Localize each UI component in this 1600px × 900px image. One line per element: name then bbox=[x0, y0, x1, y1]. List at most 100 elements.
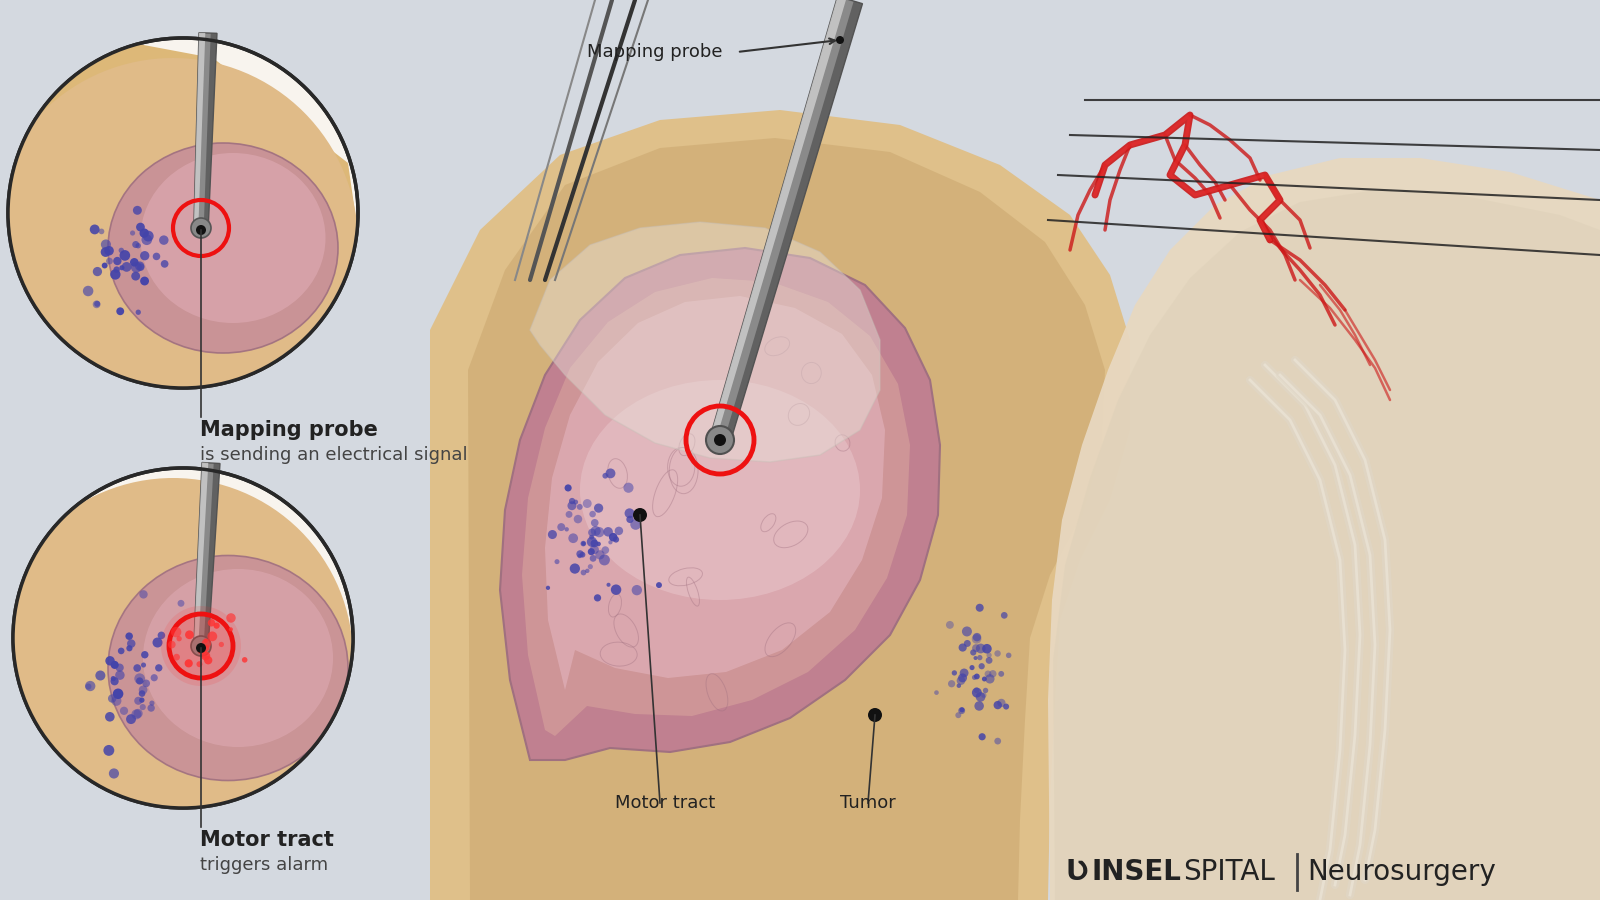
Circle shape bbox=[136, 243, 141, 248]
Circle shape bbox=[99, 229, 104, 234]
Polygon shape bbox=[710, 0, 862, 443]
Circle shape bbox=[94, 301, 101, 307]
Circle shape bbox=[568, 534, 578, 543]
Circle shape bbox=[190, 636, 211, 656]
Text: is sending an electrical signal: is sending an electrical signal bbox=[200, 446, 467, 464]
Circle shape bbox=[170, 614, 234, 678]
Circle shape bbox=[203, 654, 206, 658]
Circle shape bbox=[136, 678, 144, 685]
Polygon shape bbox=[1053, 190, 1600, 900]
Circle shape bbox=[190, 218, 211, 238]
Circle shape bbox=[946, 621, 954, 629]
Polygon shape bbox=[8, 43, 358, 388]
Circle shape bbox=[594, 503, 603, 513]
Circle shape bbox=[957, 676, 965, 685]
Circle shape bbox=[122, 262, 131, 272]
Text: INSEL: INSEL bbox=[1091, 858, 1181, 886]
Circle shape bbox=[136, 222, 146, 231]
Circle shape bbox=[581, 570, 586, 575]
Ellipse shape bbox=[109, 555, 349, 780]
Circle shape bbox=[976, 604, 984, 612]
Circle shape bbox=[986, 657, 992, 664]
Circle shape bbox=[979, 734, 986, 741]
Circle shape bbox=[142, 230, 154, 241]
Text: Ʋ: Ʋ bbox=[1066, 858, 1088, 886]
Circle shape bbox=[176, 636, 182, 642]
Circle shape bbox=[958, 707, 965, 714]
Circle shape bbox=[594, 527, 605, 537]
Circle shape bbox=[93, 267, 102, 276]
Ellipse shape bbox=[141, 153, 325, 323]
Circle shape bbox=[133, 709, 142, 718]
Polygon shape bbox=[194, 463, 219, 646]
Circle shape bbox=[613, 536, 619, 543]
Circle shape bbox=[107, 694, 117, 703]
Circle shape bbox=[203, 644, 210, 652]
Circle shape bbox=[986, 674, 995, 683]
Circle shape bbox=[624, 482, 634, 493]
Circle shape bbox=[973, 656, 978, 660]
Circle shape bbox=[173, 653, 179, 661]
Circle shape bbox=[997, 698, 1005, 707]
Circle shape bbox=[565, 484, 571, 491]
Ellipse shape bbox=[0, 58, 358, 428]
Circle shape bbox=[83, 286, 93, 296]
Circle shape bbox=[547, 530, 557, 539]
Circle shape bbox=[104, 246, 114, 256]
Circle shape bbox=[632, 585, 642, 595]
Circle shape bbox=[110, 269, 120, 280]
Circle shape bbox=[963, 640, 971, 647]
Circle shape bbox=[981, 693, 987, 698]
Circle shape bbox=[590, 555, 597, 562]
Circle shape bbox=[947, 680, 955, 688]
Circle shape bbox=[242, 657, 248, 662]
Circle shape bbox=[125, 633, 133, 640]
Circle shape bbox=[134, 261, 144, 271]
Circle shape bbox=[958, 673, 966, 682]
Circle shape bbox=[570, 563, 579, 573]
Circle shape bbox=[101, 248, 110, 256]
Circle shape bbox=[126, 645, 133, 652]
Circle shape bbox=[152, 253, 160, 260]
Circle shape bbox=[606, 582, 611, 587]
Circle shape bbox=[133, 206, 142, 215]
Ellipse shape bbox=[109, 143, 338, 353]
Circle shape bbox=[957, 683, 962, 688]
Circle shape bbox=[133, 664, 141, 672]
Circle shape bbox=[133, 241, 139, 248]
Circle shape bbox=[976, 692, 986, 702]
Text: Mapping probe: Mapping probe bbox=[587, 43, 723, 61]
Circle shape bbox=[605, 469, 616, 478]
Ellipse shape bbox=[142, 569, 333, 747]
Polygon shape bbox=[430, 110, 1130, 900]
Circle shape bbox=[131, 272, 141, 281]
Circle shape bbox=[120, 706, 128, 715]
Circle shape bbox=[994, 651, 1000, 657]
Circle shape bbox=[13, 468, 354, 808]
Text: Neurosurgery: Neurosurgery bbox=[1307, 858, 1496, 886]
Circle shape bbox=[141, 651, 149, 659]
Circle shape bbox=[126, 715, 136, 724]
Circle shape bbox=[595, 550, 605, 560]
Circle shape bbox=[984, 670, 992, 678]
Circle shape bbox=[141, 276, 149, 285]
Circle shape bbox=[656, 582, 662, 588]
Circle shape bbox=[141, 251, 149, 260]
Circle shape bbox=[624, 508, 635, 518]
Circle shape bbox=[195, 225, 206, 235]
Circle shape bbox=[184, 660, 192, 668]
Circle shape bbox=[970, 665, 974, 670]
Circle shape bbox=[597, 542, 602, 546]
Ellipse shape bbox=[0, 478, 354, 838]
Circle shape bbox=[219, 642, 224, 647]
Circle shape bbox=[974, 673, 979, 680]
Circle shape bbox=[565, 527, 570, 532]
Circle shape bbox=[586, 569, 589, 573]
Text: triggers alarm: triggers alarm bbox=[200, 856, 328, 874]
Circle shape bbox=[198, 647, 205, 654]
Text: Motor tract: Motor tract bbox=[614, 794, 715, 812]
Circle shape bbox=[587, 564, 594, 569]
Circle shape bbox=[118, 648, 125, 654]
Circle shape bbox=[203, 650, 206, 654]
Circle shape bbox=[178, 600, 184, 607]
